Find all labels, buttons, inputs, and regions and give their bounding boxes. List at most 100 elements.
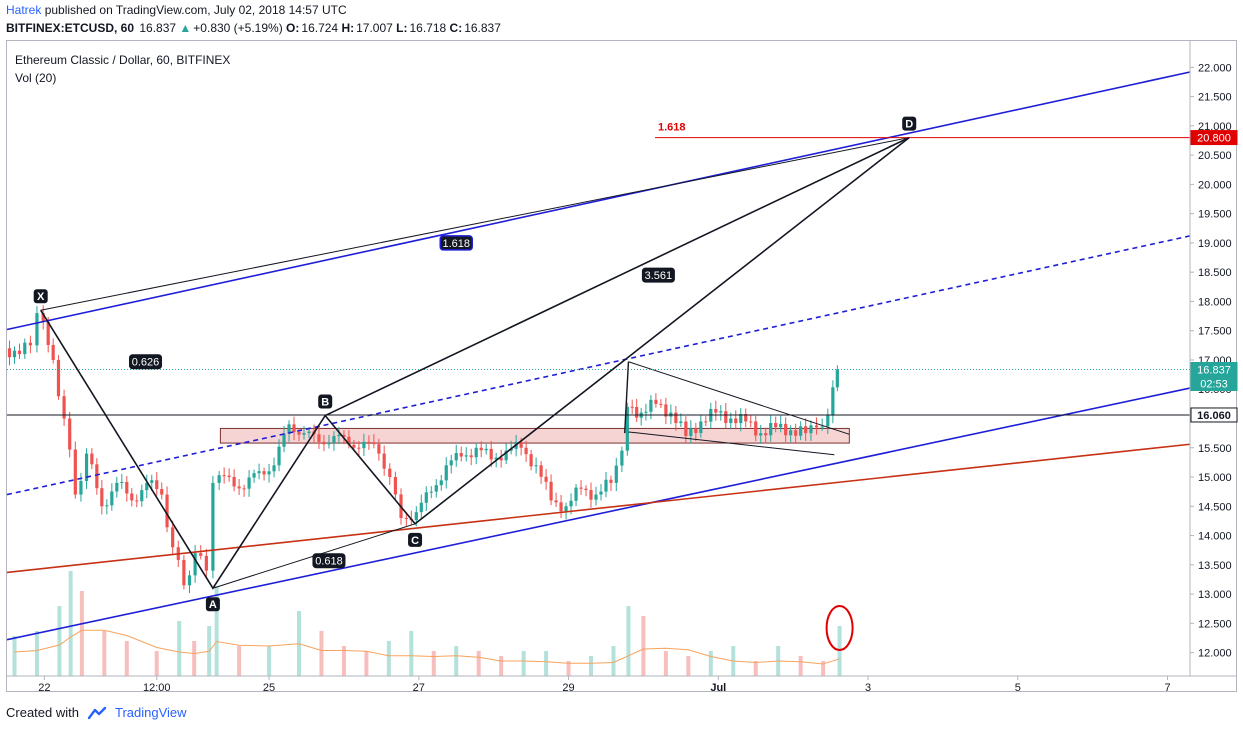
tradingview-link[interactable]: TradingView [87,705,187,720]
price-tick-label: 14.500 [1198,501,1232,513]
candle-body [357,447,361,449]
volume-bar [237,646,242,676]
candle-body [694,428,698,434]
volume-bar [68,571,73,676]
time-tick-label: 25 [263,682,275,694]
price-tick-label: 13.500 [1198,560,1232,572]
wedge-pole [624,361,630,434]
candle-body [150,480,154,483]
candle-body [519,441,523,448]
candle-body [424,492,428,503]
volume-bar [214,586,219,676]
ratio-label: 3.561 [645,270,673,282]
price-tick-label: 21.000 [1198,121,1232,133]
tradingview-brand: TradingView [114,705,187,720]
candle-body [749,421,753,423]
candle-body [199,553,203,556]
pattern-point-marker [33,289,48,304]
xabcd-pattern-path [40,136,910,590]
candle-body [784,423,788,436]
candle-body [659,403,663,405]
candle-body [46,321,50,346]
candle-body [704,421,708,423]
price-tag-label: 20.800 [1197,133,1231,145]
price-change: +0.830 (+5.19%) [193,21,283,35]
candle-body [454,453,458,461]
tradingview-logo-icon [87,706,107,719]
publisher-line: Hatrek published on TradingView.com, Jul… [6,3,347,17]
candle-body [625,406,629,451]
candle-body [789,430,793,436]
candle-body [160,488,164,495]
author-link[interactable]: Hatrek [6,3,42,17]
candle-body [774,423,778,428]
price-tick-label: 18.500 [1198,267,1232,279]
candle-body [352,444,356,448]
volume-bar [611,646,616,676]
volume-bar [409,631,414,676]
ohlc-low: 16.718 [409,21,447,35]
candle-body [559,502,563,512]
candle-body [342,434,346,437]
bar-countdown-label: 02:53 [1200,379,1228,391]
candle-body [574,487,578,501]
candle-body [764,433,768,436]
candle-body [322,441,326,445]
candle-body [28,342,32,346]
candle-body [794,430,798,436]
candle-body [95,464,99,489]
time-tick-label: 27 [413,682,425,694]
trendline [6,443,1191,574]
candle-body [504,450,508,461]
candle-body [140,490,144,502]
fib-ratio-label: 1.618 [658,122,686,134]
candle-body [211,482,215,571]
price-tick-label: 18.000 [1198,296,1232,308]
volume-bar [454,646,459,676]
candle-body [474,447,478,458]
price-tag-label: 16.060 [1197,410,1231,422]
candle-body [684,421,688,437]
candle-body [302,433,306,435]
annotation-ellipse [825,605,854,651]
candle-body [549,481,553,501]
candle-body [609,479,613,483]
volume-bar [192,641,197,676]
candle-body [826,415,830,427]
pattern-point-label: C [411,535,419,547]
volume-bar [521,651,526,676]
candle-body [769,423,773,436]
candle-body [282,433,286,447]
candle-body [689,428,693,437]
candle-body [569,500,573,507]
volume-bar [102,631,107,676]
candle-body [584,488,588,491]
candle-body [419,502,423,513]
candle-body [804,426,808,434]
pattern-point-marker [318,394,333,409]
trendline [6,387,1191,641]
candle-body [73,449,77,495]
ohlc-close: 16.837 [464,21,501,35]
candle-body [759,433,763,436]
candle-body [17,350,22,355]
volume-bar [544,651,549,676]
volume-bar [798,656,803,676]
candle-body [232,477,236,487]
price-tick-label: 13.000 [1198,589,1232,601]
price-tick-label: 20.000 [1198,179,1232,191]
volume-bar [364,651,369,676]
candle-body [84,453,89,482]
ohlc-low-label: L: [396,21,408,35]
symbol-name: BITFINEX:ETCUSD, 60 [6,21,135,35]
candle-body [809,425,813,434]
volume-bar [663,651,668,676]
candle-body [529,454,533,467]
price-tick-label: 17.500 [1198,326,1232,338]
volume-bar [431,651,436,676]
price-tick-label: 15.000 [1198,472,1232,484]
candle-body [317,434,321,442]
price-tag [1190,130,1238,146]
candle-body [155,480,159,489]
